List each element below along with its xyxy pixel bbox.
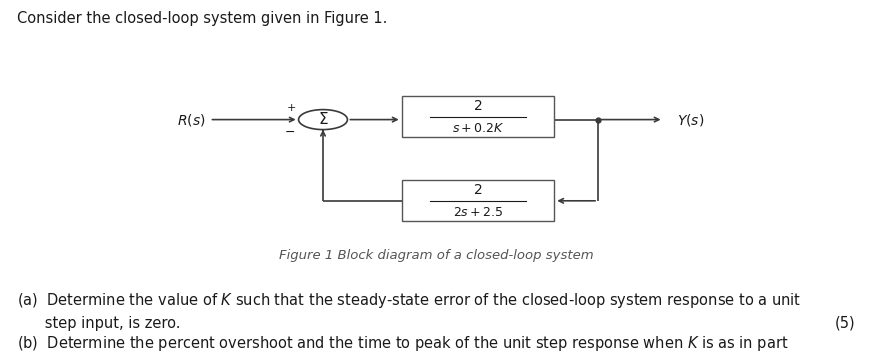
Text: step input, is zero.: step input, is zero.	[17, 316, 181, 331]
FancyBboxPatch shape	[402, 180, 554, 221]
Text: 2: 2	[473, 183, 483, 197]
FancyBboxPatch shape	[402, 96, 554, 137]
Text: 2: 2	[473, 99, 483, 113]
Text: Consider the closed-loop system given in Figure 1.: Consider the closed-loop system given in…	[17, 11, 388, 26]
Text: Figure 1 Block diagram of a closed-loop system: Figure 1 Block diagram of a closed-loop …	[279, 249, 594, 262]
Text: +: +	[287, 103, 296, 113]
Text: Σ: Σ	[318, 112, 328, 127]
Text: (a)  Determine the value of $K$ such that the steady-state error of the closed-l: (a) Determine the value of $K$ such that…	[17, 291, 801, 310]
Text: $2s+2.5$: $2s+2.5$	[453, 206, 503, 219]
Text: (b)  Determine the percent overshoot and the time to peak of the unit step respo: (b) Determine the percent overshoot and …	[17, 334, 789, 353]
Text: (5): (5)	[835, 316, 856, 331]
Text: $s+0.2K$: $s+0.2K$	[452, 122, 504, 135]
Text: −: −	[285, 126, 295, 139]
Text: $R(s)$: $R(s)$	[176, 112, 205, 127]
Text: $Y(s)$: $Y(s)$	[677, 112, 704, 127]
